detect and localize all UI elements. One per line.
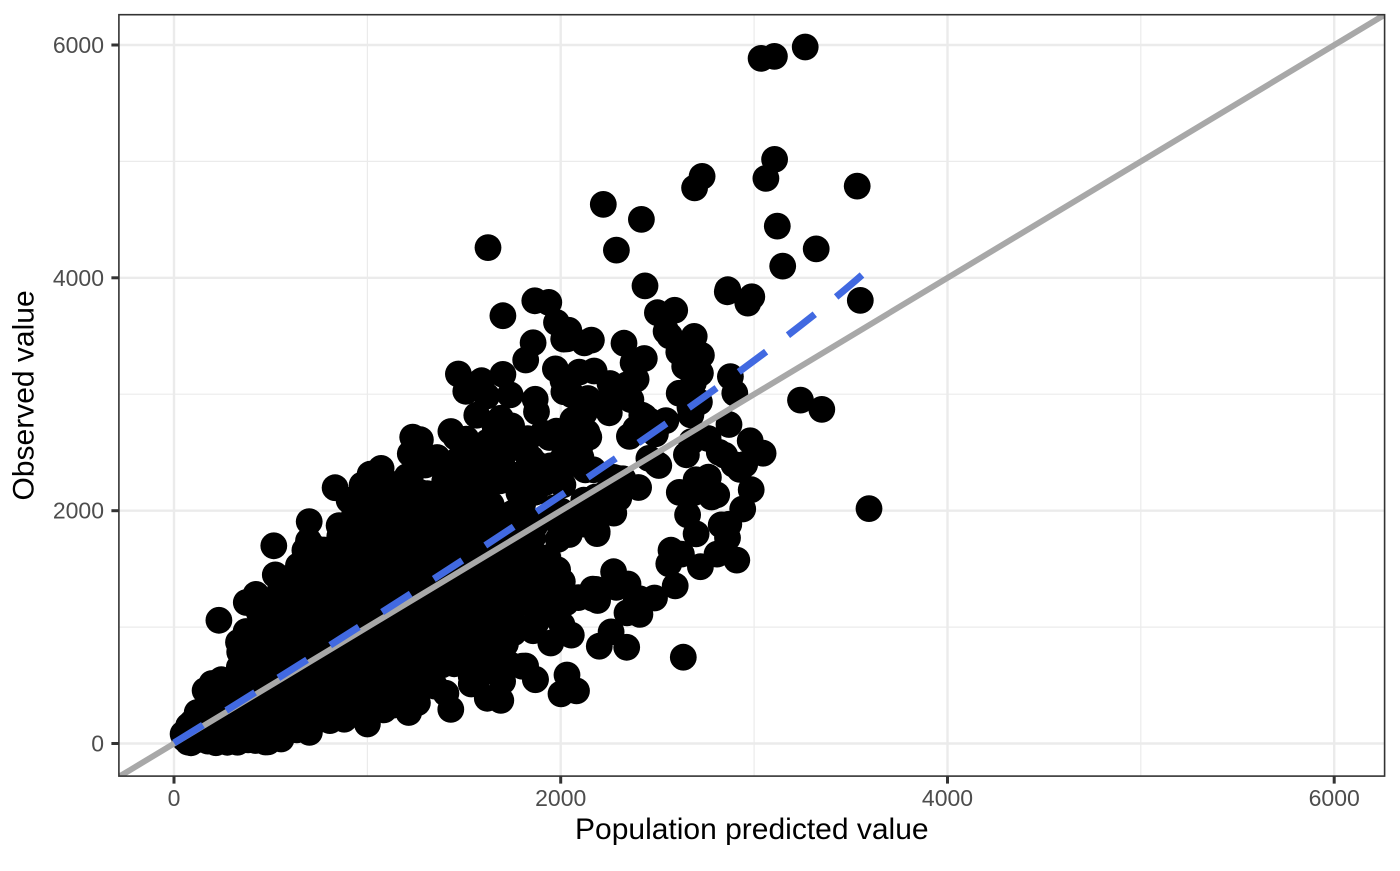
svg-text:0: 0 bbox=[91, 731, 104, 757]
svg-text:2000: 2000 bbox=[535, 785, 586, 811]
svg-text:0: 0 bbox=[168, 785, 181, 811]
svg-text:6000: 6000 bbox=[53, 32, 104, 58]
svg-text:Observed value: Observed value bbox=[8, 290, 41, 500]
svg-text:6000: 6000 bbox=[1309, 785, 1360, 811]
svg-text:4000: 4000 bbox=[922, 785, 973, 811]
svg-text:Population predicted value: Population predicted value bbox=[575, 813, 929, 846]
svg-text:2000: 2000 bbox=[53, 498, 104, 524]
svg-text:4000: 4000 bbox=[53, 265, 104, 291]
